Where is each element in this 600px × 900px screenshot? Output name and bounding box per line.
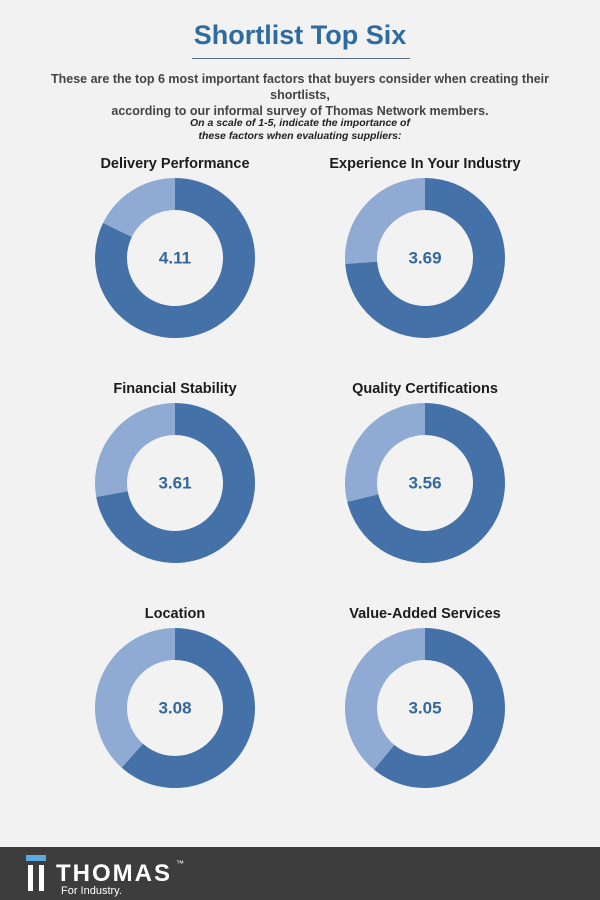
intro-text: These are the top 6 most important facto… [40, 71, 560, 119]
intro-line-2: according to our informal survey of Thom… [111, 104, 489, 118]
value-label: 3.05 [408, 698, 441, 717]
donut-value-segment [95, 178, 255, 338]
donut-value-segment [347, 403, 505, 563]
value-label: 4.11 [159, 248, 191, 267]
donut-value-segment [96, 403, 255, 563]
survey-question: On a scale of 1-5, indicate the importan… [150, 117, 450, 143]
thomas-logo-icon [26, 855, 46, 891]
page-title: Shortlist Top Six [193, 20, 407, 50]
donut-remainder-segment [345, 403, 425, 502]
question-line-1: On a scale of 1-5, indicate the importan… [190, 117, 410, 129]
trademark-symbol: ™ [176, 859, 184, 868]
brand-name: THOMAS [56, 860, 172, 887]
donut-remainder-segment [95, 628, 175, 768]
panel-location: Location 3.08 [50, 606, 300, 826]
brand-tagline: For Industry. [61, 885, 122, 897]
panel-experience-in-your-industry: Experience In Your Industry 3.69 [300, 156, 550, 376]
donut-value-segment [345, 178, 505, 338]
panel-quality-certifications: Quality Certifications 3.56 [300, 381, 550, 601]
donut-value-segment [121, 628, 255, 788]
title-underline [192, 58, 410, 59]
intro-line-1: These are the top 6 most important facto… [50, 72, 550, 102]
donut-chart: 3.56 [345, 403, 505, 563]
panel-value-added-services: Value-Added Services 3.05 [300, 606, 550, 826]
donut-chart: 3.08 [95, 628, 255, 788]
donut-value-segment [374, 628, 505, 788]
chart-title: Value-Added Services [349, 606, 501, 622]
panel-financial-stability: Financial Stability 3.61 [50, 381, 300, 601]
donut-chart: 3.05 [345, 628, 505, 788]
donut-remainder-segment [103, 178, 175, 238]
value-label: 3.56 [408, 473, 441, 492]
donut-remainder-segment [95, 403, 175, 498]
question-line-2: these factors when evaluating suppliers: [198, 130, 402, 142]
donut-chart: 4.11 [95, 178, 255, 338]
value-label: 3.69 [408, 248, 441, 267]
chart-title: Experience In Your Industry [329, 156, 521, 172]
panel-delivery-performance: Delivery Performance 4.11 [50, 156, 300, 376]
donut-remainder-segment [345, 628, 425, 770]
donut-chart: 3.69 [345, 178, 505, 338]
value-label: 3.61 [158, 473, 191, 492]
donut-chart: 3.61 [95, 403, 255, 563]
chart-title: Location [144, 606, 206, 622]
footer-bar: THOMAS ™ For Industry. [0, 847, 600, 900]
chart-title: Delivery Performance [100, 156, 250, 172]
chart-title: Financial Stability [113, 381, 237, 397]
value-label: 3.08 [158, 698, 191, 717]
donut-remainder-segment [345, 178, 425, 265]
chart-title: Quality Certifications [352, 381, 498, 397]
